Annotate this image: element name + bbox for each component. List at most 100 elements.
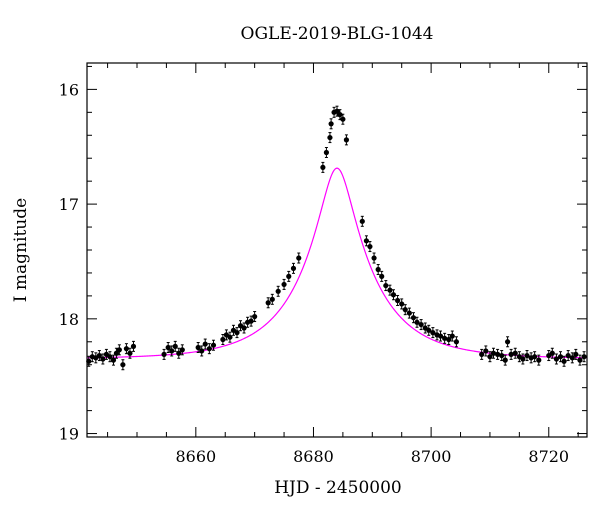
data-marker <box>176 350 182 356</box>
data-point <box>286 270 292 282</box>
data-marker <box>406 310 412 316</box>
axis-ticks-layer: 8660 8680 8700 8720 16 17 18 19 <box>59 63 587 466</box>
data-point <box>123 343 130 355</box>
data-point <box>161 348 167 360</box>
data-marker <box>437 333 444 339</box>
data-point <box>252 311 258 323</box>
data-marker <box>165 344 171 351</box>
data-point <box>418 319 424 331</box>
data-marker <box>410 315 417 321</box>
y-tick-label: 19 <box>59 425 79 444</box>
data-point <box>490 347 497 359</box>
data-point <box>127 347 133 359</box>
data-marker <box>487 354 493 360</box>
data-marker <box>449 333 455 339</box>
data-marker <box>323 149 330 156</box>
data-point <box>296 252 302 264</box>
data-point <box>520 353 526 365</box>
data-point <box>241 322 247 334</box>
data-marker <box>172 343 178 349</box>
data-point <box>406 307 412 319</box>
data-marker <box>296 255 302 261</box>
data-point <box>199 345 205 357</box>
data-point <box>536 354 542 366</box>
x-tick-label: 8680 <box>293 447 334 466</box>
data-marker <box>202 341 208 347</box>
data-marker <box>110 357 117 363</box>
data-marker <box>490 350 497 356</box>
data-point <box>340 113 346 125</box>
data-marker <box>179 347 185 353</box>
data-point <box>569 352 575 364</box>
data-marker <box>290 265 297 271</box>
data-marker <box>390 292 397 298</box>
data-point <box>337 109 343 121</box>
data-marker <box>430 330 436 336</box>
data-point <box>371 252 377 264</box>
data-marker <box>414 319 420 325</box>
y-tick-label: 17 <box>59 195 79 214</box>
data-marker <box>127 350 133 356</box>
data-marker <box>367 243 373 250</box>
data-marker <box>328 121 334 127</box>
plot-frame <box>86 62 588 438</box>
data-point <box>426 324 432 336</box>
data-marker <box>508 351 514 357</box>
data-marker <box>161 351 167 357</box>
data-point <box>359 215 365 227</box>
data-marker <box>453 339 460 345</box>
data-point <box>487 351 493 363</box>
data-marker <box>241 325 247 331</box>
data-point <box>577 354 583 366</box>
data-marker <box>387 287 393 293</box>
data-point <box>275 285 281 297</box>
model-curve-layer <box>86 167 588 359</box>
data-point <box>573 348 579 360</box>
data-point <box>107 351 113 363</box>
y-tick-label: 16 <box>59 80 79 99</box>
data-marker <box>327 134 333 141</box>
data-point <box>516 351 522 363</box>
data-point <box>363 235 370 247</box>
data-marker <box>375 266 381 273</box>
data-marker <box>130 343 137 349</box>
data-marker <box>483 348 489 354</box>
data-marker <box>286 273 292 279</box>
data-point <box>206 343 212 355</box>
data-point <box>502 354 508 366</box>
data-marker <box>532 354 538 360</box>
data-marker <box>210 342 217 348</box>
data-point <box>96 350 102 362</box>
y-axis-label: I magnitude <box>11 198 31 302</box>
data-point <box>553 353 560 365</box>
data-point <box>437 330 444 342</box>
model-curve <box>86 167 588 359</box>
data-point <box>430 327 436 339</box>
data-marker <box>269 296 275 302</box>
data-point <box>323 146 330 158</box>
data-marker <box>524 352 530 359</box>
data-marker <box>113 350 120 356</box>
data-point <box>483 345 489 357</box>
data-point <box>130 340 137 352</box>
data-marker <box>446 336 452 343</box>
data-marker <box>565 352 571 359</box>
x-tick-label: 8720 <box>528 447 569 466</box>
data-point <box>449 330 455 342</box>
data-marker <box>520 356 526 362</box>
data-point <box>549 347 555 359</box>
data-marker <box>199 348 205 354</box>
data-point <box>402 304 408 316</box>
data-marker <box>371 255 377 261</box>
data-point <box>524 350 530 362</box>
data-marker <box>220 336 226 343</box>
data-marker <box>281 281 287 288</box>
data-marker <box>340 116 346 122</box>
data-marker <box>569 355 575 361</box>
data-marker <box>96 352 102 359</box>
data-marker <box>394 297 401 304</box>
data-point <box>343 134 350 146</box>
data-marker <box>252 313 258 320</box>
data-point <box>210 339 217 351</box>
